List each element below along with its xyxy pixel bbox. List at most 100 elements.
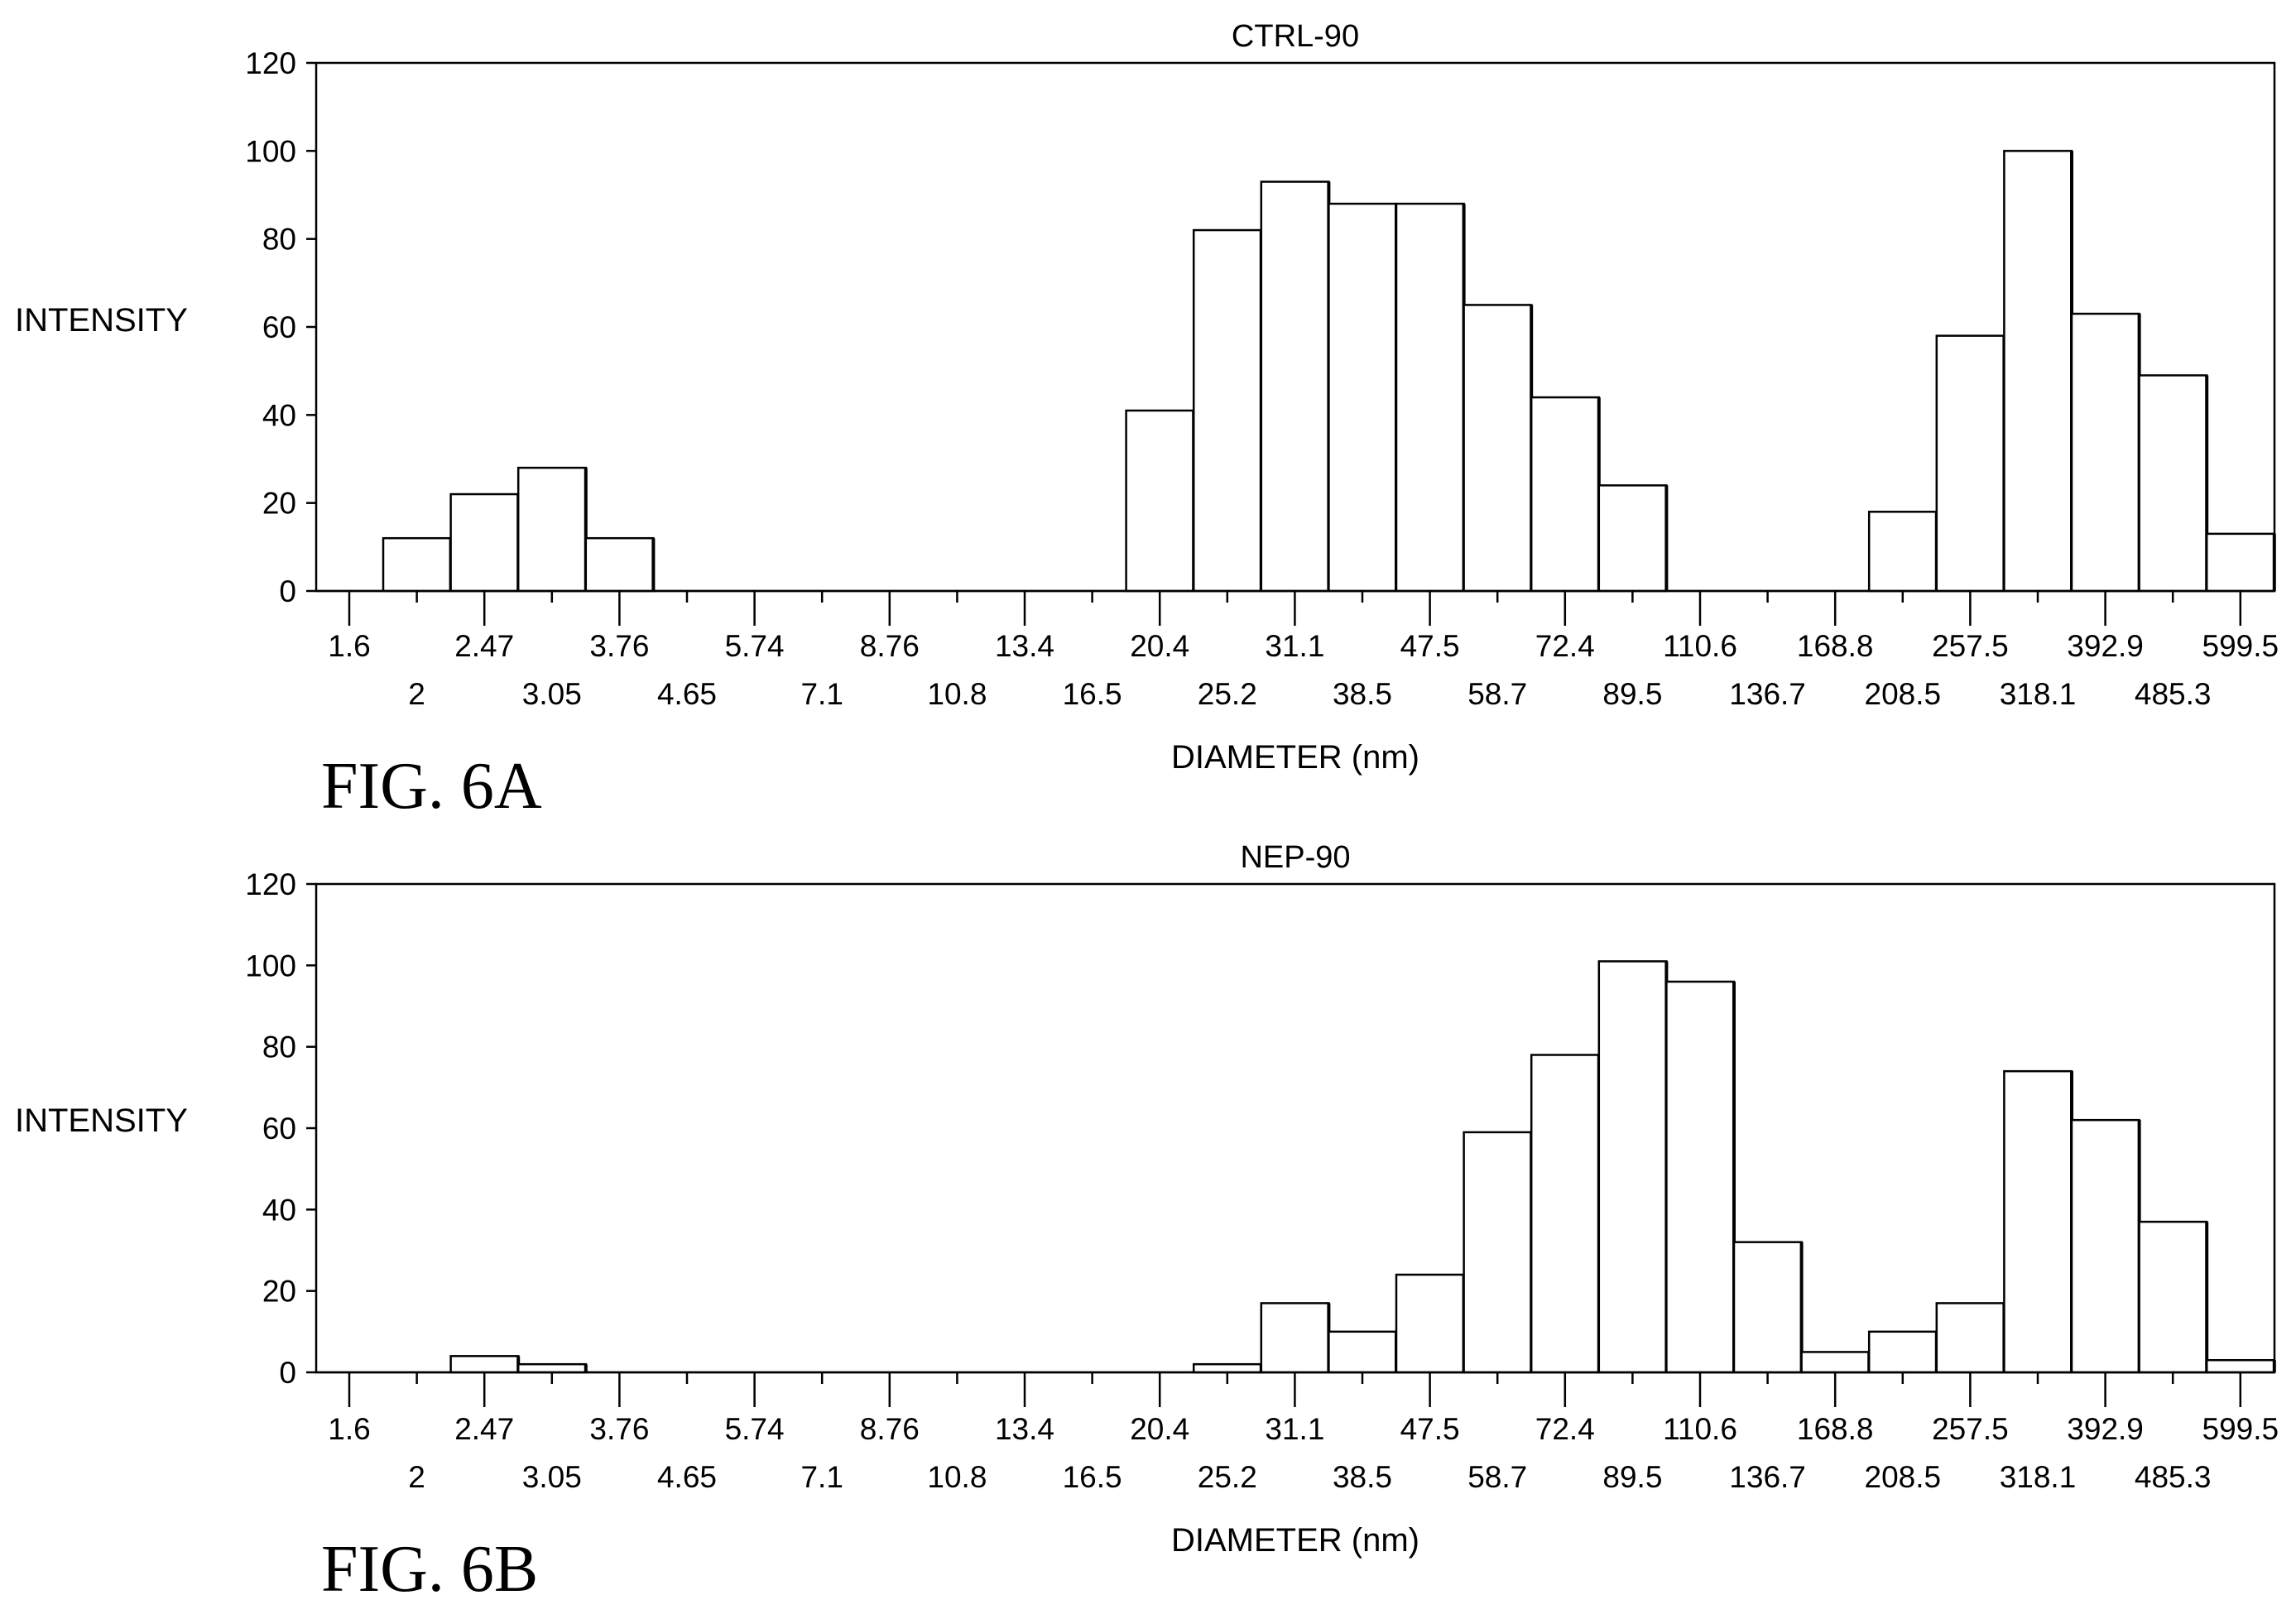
x-tick-label: 392.9 — [2067, 629, 2144, 663]
x-tick-label: 485.3 — [2135, 677, 2212, 711]
y-tick-label: 60 — [262, 310, 296, 344]
bar — [1732, 1241, 1803, 1374]
x-tick-label: 1.6 — [328, 1412, 370, 1446]
bar — [449, 492, 520, 593]
chart-title: NEP-90 — [1240, 840, 1350, 875]
bar — [1395, 1273, 1465, 1374]
y-tick-label: 100 — [245, 949, 296, 982]
x-axis-label: DIAMETER (nm) — [1171, 1522, 1419, 1559]
x-tick-label: 25.2 — [1198, 1460, 1257, 1494]
bar — [1125, 409, 1195, 593]
bar — [2205, 532, 2276, 593]
bar — [1935, 1302, 2005, 1374]
x-tick-label: 599.5 — [2202, 629, 2279, 663]
x-tick-label: 110.6 — [1663, 629, 1737, 663]
x-tick-label: 2 — [408, 677, 425, 711]
bar — [1463, 304, 1533, 593]
bar — [2138, 1220, 2208, 1374]
x-tick-label: 208.5 — [1865, 1460, 1942, 1494]
y-axis-label: INTENSITY — [15, 1103, 188, 1139]
chart-title: CTRL-90 — [1232, 19, 1359, 54]
x-tick-label: 7.1 — [800, 677, 843, 711]
x-tick-label: 599.5 — [2202, 1412, 2279, 1446]
x-tick-label: 136.7 — [1729, 677, 1806, 711]
x-tick-label: 31.1 — [1265, 1412, 1324, 1446]
y-tick-label: 100 — [245, 134, 296, 168]
bar — [2205, 1359, 2276, 1374]
x-tick-label: 2.47 — [454, 629, 514, 663]
x-tick-label: 47.5 — [1400, 1412, 1460, 1446]
x-tick-label: 3.05 — [522, 677, 582, 711]
bar — [584, 536, 655, 593]
bar — [1328, 1330, 1398, 1374]
x-tick-label: 72.4 — [1535, 629, 1595, 663]
bar — [1597, 960, 1668, 1374]
y-tick-label: 60 — [262, 1112, 296, 1146]
bar — [1395, 202, 1465, 593]
y-tick-label: 80 — [262, 1030, 296, 1064]
bar — [2070, 1118, 2140, 1374]
bar — [2003, 1069, 2073, 1374]
y-tick-label: 40 — [262, 1193, 296, 1227]
bar — [1597, 484, 1668, 593]
bar — [516, 1362, 588, 1374]
x-tick-label: 3.76 — [589, 1412, 649, 1446]
x-tick-label: 25.2 — [1198, 677, 1257, 711]
bar — [1192, 1362, 1263, 1374]
bar — [2003, 150, 2073, 593]
bar — [1463, 1131, 1533, 1374]
bar — [1530, 1054, 1601, 1374]
bar — [382, 536, 452, 593]
x-tick-label: 10.8 — [927, 677, 987, 711]
x-tick-label: 10.8 — [927, 1460, 987, 1494]
figure-label: FIG. 6B — [321, 1533, 538, 1606]
y-tick-label: 120 — [245, 867, 296, 901]
y-tick-label: 80 — [262, 223, 296, 257]
bar — [1800, 1351, 1871, 1374]
x-tick-label: 5.74 — [725, 629, 785, 663]
plot-frame — [315, 882, 2276, 1374]
x-tick-label: 16.5 — [1063, 677, 1122, 711]
x-tick-label: 168.8 — [1797, 1412, 1874, 1446]
x-tick-label: 208.5 — [1865, 677, 1942, 711]
bar — [1192, 228, 1263, 593]
bar — [1867, 1330, 1938, 1374]
bar — [2070, 312, 2140, 593]
x-tick-label: 392.9 — [2067, 1412, 2144, 1446]
bar — [1260, 180, 1330, 593]
chart-panel-1: 0 20 40 60 80 100 120 1.6 2.47 3.76 5.74 8.76 13.4 20… — [15, 19, 2279, 823]
y-tick-label: 120 — [245, 46, 296, 80]
x-tick-label: 5.74 — [725, 1412, 785, 1446]
chart-panel-2: 0 20 40 60 80 100 120 1.6 2.47 3.76 5.74 8.76 13.4 20… — [15, 840, 2279, 1606]
x-tick-label: 89.5 — [1602, 677, 1662, 711]
x-tick-label: 168.8 — [1797, 629, 1874, 663]
x-tick-label: 8.76 — [860, 629, 920, 663]
x-tick-label: 4.65 — [657, 1460, 717, 1494]
x-tick-label: 38.5 — [1333, 677, 1392, 711]
y-tick-label: 0 — [279, 574, 296, 608]
x-tick-label: 318.1 — [2000, 677, 2077, 711]
y-tick-label: 40 — [262, 398, 296, 432]
x-tick-label: 20.4 — [1130, 629, 1189, 663]
x-tick-label: 257.5 — [1932, 1412, 2009, 1446]
x-tick-label: 2 — [408, 1460, 425, 1494]
x-tick-label: 16.5 — [1063, 1460, 1122, 1494]
y-axis-label: INTENSITY — [15, 302, 188, 339]
x-tick-label: 136.7 — [1729, 1460, 1806, 1494]
x-tick-label: 58.7 — [1467, 1460, 1527, 1494]
y-tick-label: 0 — [279, 1356, 296, 1390]
x-tick-label: 72.4 — [1535, 1412, 1595, 1446]
x-tick-label: 2.47 — [454, 1412, 514, 1446]
x-tick-label: 47.5 — [1400, 629, 1460, 663]
bar — [1935, 334, 2005, 593]
bar — [516, 466, 588, 593]
x-tick-label: 89.5 — [1602, 1460, 1662, 1494]
figure-label: FIG. 6A — [321, 750, 542, 823]
x-tick-label: 7.1 — [800, 1460, 843, 1494]
bar — [449, 1355, 520, 1374]
x-tick-label: 8.76 — [860, 1412, 920, 1446]
x-tick-label: 58.7 — [1467, 677, 1527, 711]
x-tick-label: 4.65 — [657, 677, 717, 711]
x-tick-label: 13.4 — [995, 1412, 1054, 1446]
